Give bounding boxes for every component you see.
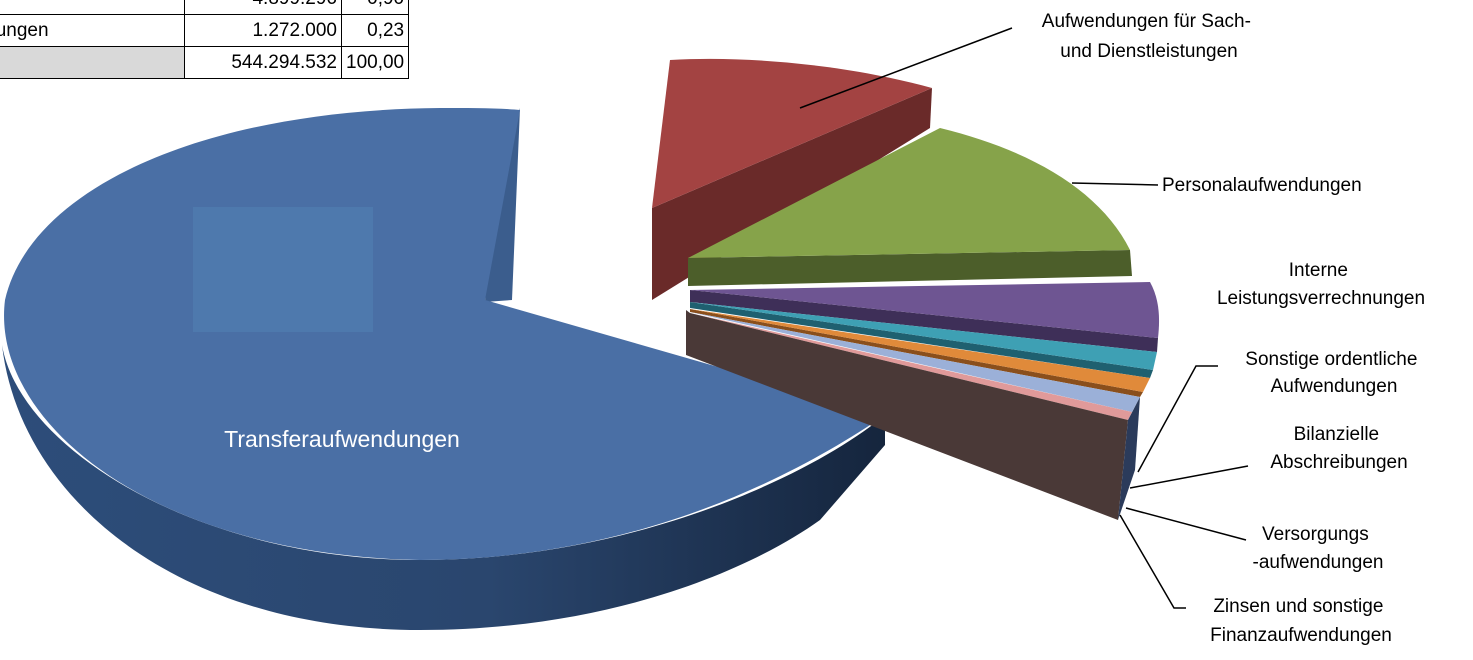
label-transferaufwendungen: Transferaufwendungen xyxy=(224,426,460,452)
slice-transfer-highlight xyxy=(193,207,373,332)
label-bilanz-line2: Abschreibungen xyxy=(1270,452,1407,473)
row-percent: 100,00 xyxy=(340,46,410,79)
label-zinsen: Zinsen und sonstige Finanzaufwendungen xyxy=(1210,596,1392,646)
slice-front-face xyxy=(686,310,1128,520)
slice-transferaufwendungen xyxy=(2,108,886,630)
leader-personal xyxy=(1071,182,1159,186)
table-total-row: 544.294.532 100,00 xyxy=(0,46,410,79)
label-sonstige: Sonstige ordentliche Aufwendungen xyxy=(1245,349,1422,397)
leader-bilanz xyxy=(1129,465,1249,489)
label-zinsen-line2: Finanzaufwendungen xyxy=(1210,625,1392,646)
slice-zinsen xyxy=(690,313,1132,420)
slice-bilanz xyxy=(690,309,1150,397)
label-sach-line2: und Dienstleistungen xyxy=(1060,41,1237,62)
label-personal: Personalaufwendungen xyxy=(1162,175,1362,196)
slice-interne-side xyxy=(690,290,1158,352)
label-sonstige-line2: Aufwendungen xyxy=(1271,376,1398,397)
label-bilanz-line1: Bilanzielle xyxy=(1294,424,1380,445)
slice-interne-top xyxy=(690,282,1160,338)
slice-personal xyxy=(688,128,1132,286)
row-label: endungen xyxy=(0,14,185,47)
slice-bilanz-top xyxy=(690,309,1150,392)
row-label xyxy=(0,46,185,79)
table-row: 4.899.296 0,90 xyxy=(0,0,410,15)
label-bilanz: Bilanzielle Abschreibungen xyxy=(1270,424,1407,473)
slice-sonstige-top xyxy=(690,302,1157,370)
slice-sach-top xyxy=(652,58,932,208)
row-amount: 544.294.532 xyxy=(184,46,342,79)
label-versorgung-line2: -aufwendungen xyxy=(1253,552,1384,573)
slice-interne xyxy=(690,282,1160,352)
label-versorgung: Versorgungs -aufwendungen xyxy=(1253,524,1384,573)
slice-bilanz-side xyxy=(690,309,1143,397)
slice-versorgung xyxy=(690,312,1140,412)
label-interne: Interne Leistungsverrechnungen xyxy=(1217,260,1425,309)
leader-sach xyxy=(799,27,1013,109)
leader-lines xyxy=(799,27,1249,609)
slice-versorgung-top xyxy=(690,312,1140,412)
table-row: endungen 1.272.000 0,23 xyxy=(0,14,410,47)
label-sonstige-line1: Sonstige ordentliche xyxy=(1245,349,1417,370)
label-interne-line1: Interne xyxy=(1289,260,1348,281)
label-sach-line1: Aufwendungen für Sach- xyxy=(1042,11,1251,32)
label-versorgung-line1: Versorgungs xyxy=(1262,524,1369,545)
summary-table: 4.899.296 0,90 endungen 1.272.000 0,23 5… xyxy=(0,0,410,79)
leader-zinsen xyxy=(1119,514,1186,609)
row-percent: 0,23 xyxy=(340,14,410,47)
slice-personal-side xyxy=(688,250,1132,286)
leader-versorgung xyxy=(1125,507,1247,541)
leader-sonstige xyxy=(1137,365,1218,473)
slice-transfer-side xyxy=(2,345,885,630)
label-interne-line2: Leistungsverrechnungen xyxy=(1217,288,1425,309)
slice-front-face-edge xyxy=(1118,397,1140,520)
label-sach: Aufwendungen für Sach- und Dienstleistun… xyxy=(1042,11,1256,62)
slice-sonstige-side xyxy=(690,302,1153,378)
slice-personal-top xyxy=(688,128,1130,258)
slice-sonstige xyxy=(690,302,1157,378)
slice-zinsen-top xyxy=(690,313,1132,420)
label-zinsen-line1: Zinsen und sonstige xyxy=(1213,596,1383,617)
